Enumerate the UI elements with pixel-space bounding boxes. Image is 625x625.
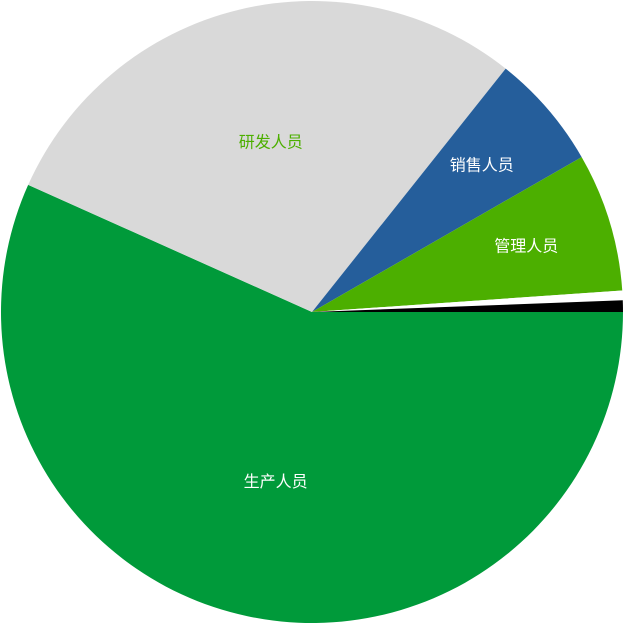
slice-label: 管理人员 [494,236,558,255]
pie-slice [312,68,582,313]
pie-slice [312,290,623,312]
slice-label: 销售人员 [450,156,514,175]
pie-slice [0,184,623,624]
pie-slice [312,300,623,312]
pie-slice [312,157,623,312]
slice-label: 生产人员 [244,472,308,491]
pie-slice [28,0,506,312]
slice-label: 研发人员 [239,132,303,151]
